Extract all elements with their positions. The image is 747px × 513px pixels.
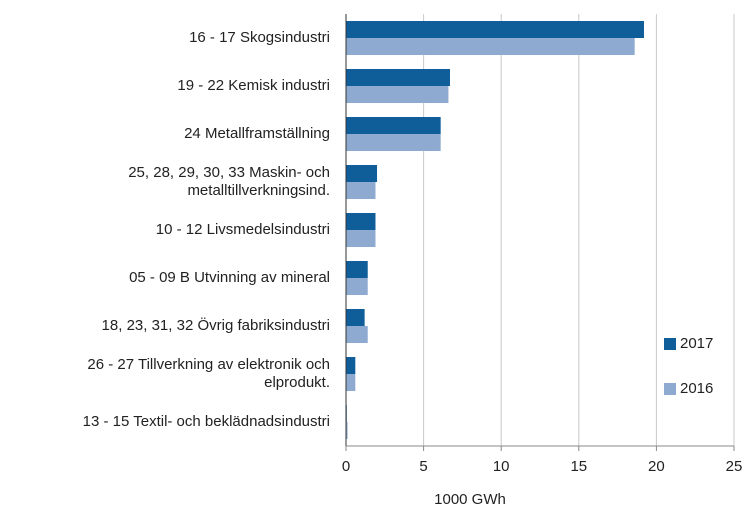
y-tick-label: 18, 23, 31, 32 Övrig fabriksindustri xyxy=(102,316,330,334)
y-tick-label: 25, 28, 29, 30, 33 Maskin- och metalltill… xyxy=(128,164,330,199)
x-tick-label: 0 xyxy=(342,458,350,475)
bar xyxy=(346,134,441,151)
bar xyxy=(346,309,365,326)
legend-label: 2017 xyxy=(680,335,713,352)
bar xyxy=(346,21,644,38)
x-tick-label: 5 xyxy=(419,458,427,475)
y-tick-label: 26 - 27 Tillverkning av elektronik och el… xyxy=(87,356,330,391)
x-tick-label: 20 xyxy=(648,458,665,475)
bar xyxy=(346,230,376,247)
bar xyxy=(346,38,635,55)
x-axis-label: 1000 GWh xyxy=(434,491,506,508)
bar xyxy=(346,213,376,230)
legend-label: 2016 xyxy=(680,380,713,397)
bar xyxy=(346,69,450,86)
bar xyxy=(346,165,378,182)
bar xyxy=(346,278,368,295)
x-tick-label: 15 xyxy=(570,458,587,475)
y-tick-label: 10 - 12 Livsmedelsindustri xyxy=(156,221,330,238)
bar xyxy=(346,261,368,278)
y-tick-label: 24 Metallframställning xyxy=(184,125,330,142)
bar xyxy=(346,422,348,439)
x-tick-label: 10 xyxy=(493,458,510,475)
bar xyxy=(346,357,356,374)
legend-swatch xyxy=(664,338,676,350)
bar xyxy=(346,182,376,199)
bar xyxy=(346,326,368,343)
y-tick-label: 16 - 17 Skogsindustri xyxy=(189,29,330,46)
y-tick-label: 05 - 09 B Utvinning av mineral xyxy=(129,269,330,286)
x-tick-label: 25 xyxy=(726,458,743,475)
bar xyxy=(346,86,449,103)
bar xyxy=(346,374,356,391)
y-tick-label: 19 - 22 Kemisk industri xyxy=(177,77,330,94)
y-tick-label: 13 - 15 Textil- och beklädnadsindustri xyxy=(83,413,330,430)
legend-swatch xyxy=(664,383,676,395)
bar xyxy=(346,117,441,134)
